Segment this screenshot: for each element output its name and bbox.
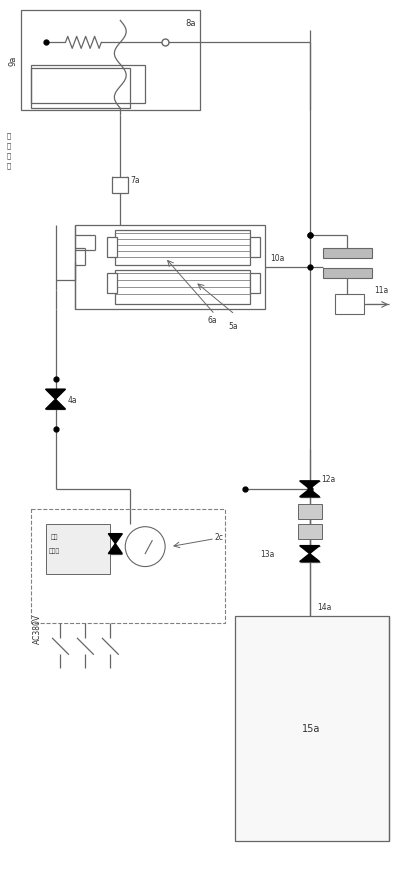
Text: 15a: 15a (302, 723, 321, 733)
Text: 2c: 2c (215, 533, 224, 542)
Bar (107, 237, 117, 257)
Text: 4a: 4a (67, 395, 77, 404)
Polygon shape (300, 481, 320, 489)
Polygon shape (46, 399, 65, 410)
Text: 变压器: 变压器 (48, 548, 60, 554)
Bar (46, 524, 110, 574)
Bar (250, 273, 260, 293)
Polygon shape (300, 546, 320, 554)
Bar (235, 616, 389, 840)
Polygon shape (46, 390, 65, 399)
Bar (334, 295, 364, 315)
Text: 8a: 8a (185, 19, 195, 28)
Bar (298, 504, 322, 519)
Text: 节: 节 (6, 133, 11, 140)
Bar (107, 273, 117, 293)
Text: 能: 能 (6, 142, 11, 149)
Bar (250, 237, 260, 257)
Bar (31, 509, 225, 623)
Text: 12a: 12a (322, 475, 336, 484)
Polygon shape (108, 534, 122, 544)
Bar (115, 230, 250, 265)
Bar (21, 11, 200, 111)
Text: 气: 气 (6, 162, 11, 169)
Text: 9a: 9a (8, 56, 17, 67)
Bar (112, 177, 128, 194)
Text: 整流: 整流 (50, 534, 58, 540)
Bar (75, 226, 265, 310)
Bar (31, 69, 130, 109)
Text: 排: 排 (6, 153, 11, 159)
Text: 5a: 5a (228, 321, 237, 330)
Polygon shape (300, 489, 320, 497)
Bar (322, 269, 372, 278)
Text: 6a: 6a (208, 315, 218, 325)
Polygon shape (108, 544, 122, 554)
Bar (31, 66, 145, 104)
Text: 13a: 13a (260, 550, 274, 558)
Text: 14a: 14a (318, 602, 332, 611)
Bar (322, 248, 372, 258)
Text: 10a: 10a (270, 254, 284, 263)
Text: AC380V: AC380V (33, 614, 42, 644)
Bar (298, 524, 322, 539)
Bar (115, 270, 250, 306)
Polygon shape (300, 554, 320, 562)
Text: 7a: 7a (130, 176, 140, 185)
Text: 11a: 11a (374, 285, 388, 295)
